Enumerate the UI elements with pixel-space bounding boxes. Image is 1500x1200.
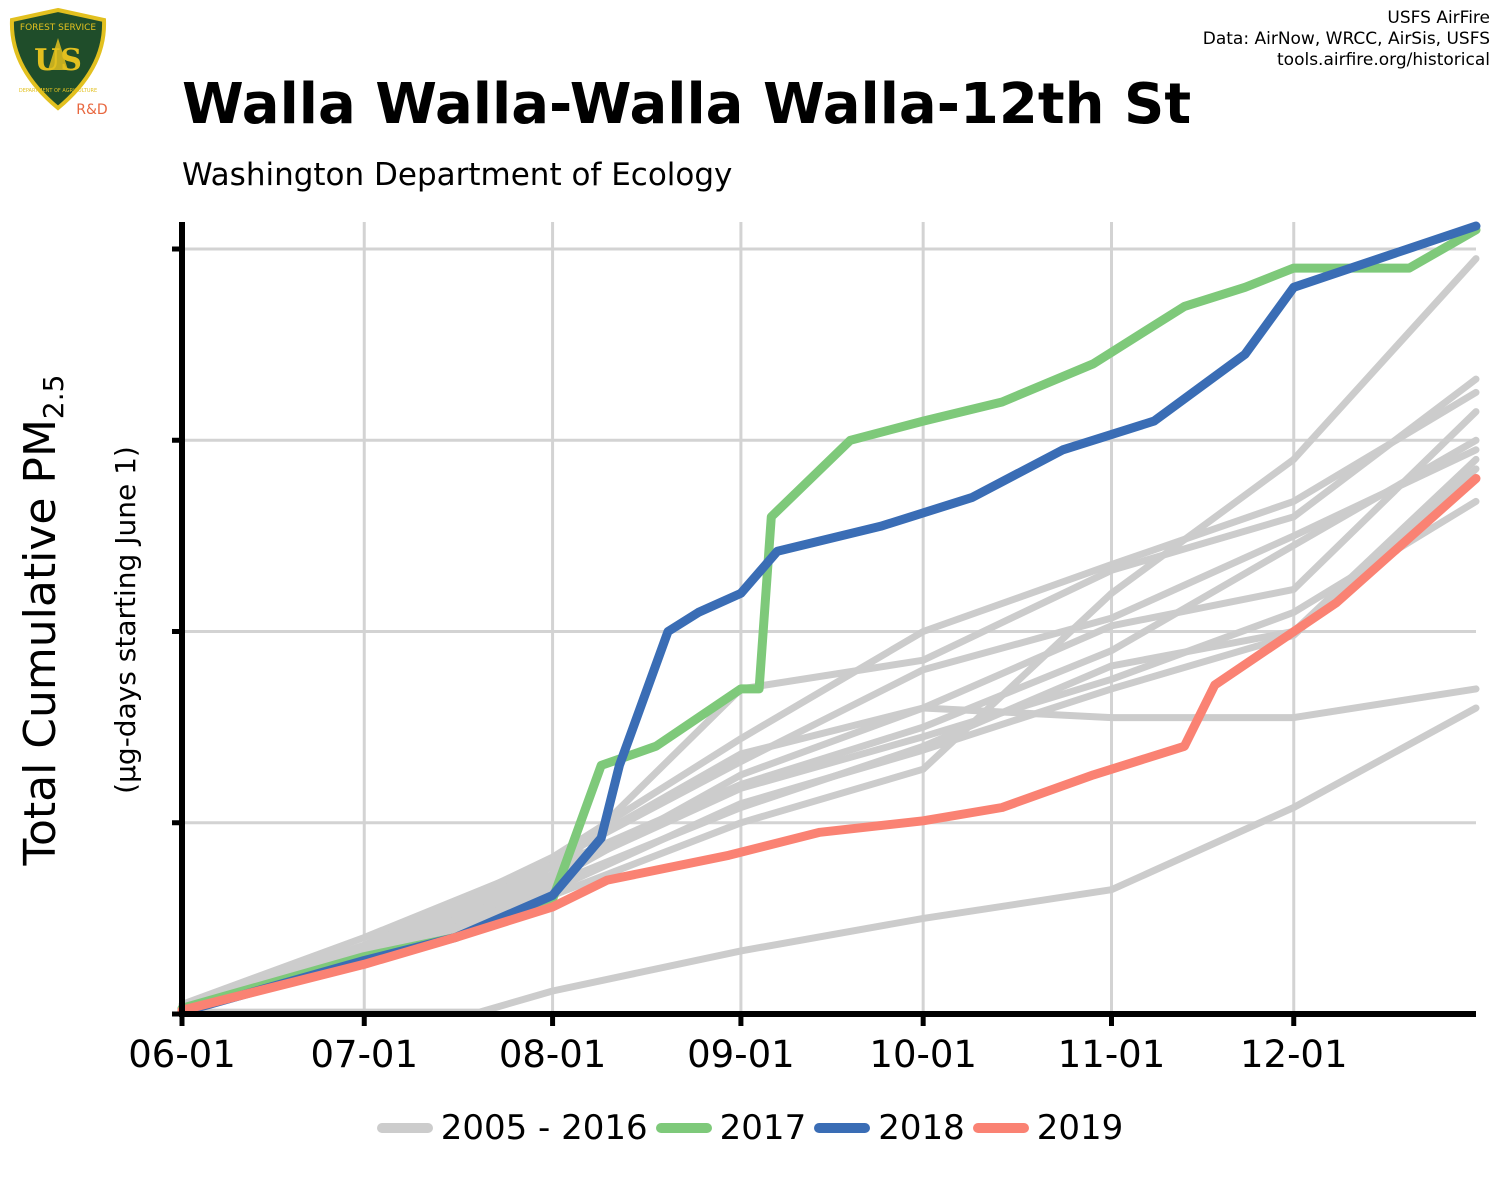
y-axis-label: Total Cumulative PM2.5	[15, 375, 70, 867]
credit-line: Data: AirNow, WRCC, AirSis, USFS	[1202, 29, 1490, 49]
usfs-shield-logo-icon: FOREST SERVICE US DEPARTMENT OF AGRICULT…	[9, 7, 108, 118]
credit-line: tools.airfire.org/historical	[1277, 50, 1490, 70]
x-tick-label: 06-01	[128, 1033, 236, 1076]
series-line-2019	[177, 474, 1481, 1015]
series-line-2005-2016	[178, 408, 1480, 1008]
chart-subtitle: Washington Department of Ecology	[182, 157, 733, 193]
series-line-2005-2016	[178, 436, 1480, 1012]
x-tick-label: 09-01	[687, 1033, 795, 1076]
legend-label: 2018	[878, 1108, 965, 1148]
logo-bottom-text: DEPARTMENT OF AGRICULTURE	[19, 88, 97, 94]
series-line-2005-2016	[178, 497, 1480, 1012]
legend-swatch	[655, 1123, 712, 1133]
legend-item: 2018	[814, 1108, 965, 1148]
legend-item: 2017	[655, 1108, 807, 1148]
legend-label: 2005 - 2016	[440, 1108, 648, 1148]
legend-swatch	[972, 1123, 1029, 1133]
x-tick-label: 08-01	[499, 1033, 607, 1076]
legend-swatch	[376, 1123, 433, 1133]
legend: 2005 - 2016 2017 2018 2019	[0, 1108, 1500, 1148]
usfs-logo: FOREST SERVICE US DEPARTMENT OF AGRICULT…	[8, 7, 108, 118]
y-axis-sublabel: (µg-days starting June 1)	[109, 446, 142, 794]
series-lines	[177, 221, 1481, 1017]
axis-labels: 06-01 07-01 08-01 09-01 10-01 11-01 12-01 Total…	[15, 375, 1348, 1076]
x-tick-label: 10-01	[869, 1033, 977, 1076]
x-tick-label: 11-01	[1058, 1033, 1166, 1076]
legend-item: 2019	[972, 1108, 1124, 1148]
series-line-2005-2016	[178, 388, 1480, 1014]
legend-label: 2017	[719, 1108, 807, 1148]
credits: USFS AirFire Data: AirNow, WRCC, AirSis,…	[1203, 8, 1490, 71]
series-line-2005-2016	[178, 446, 1480, 1010]
logo-rd-text: R&D	[76, 102, 107, 118]
series-line-2005-2016	[178, 375, 1480, 1012]
logo-top-text: FOREST SERVICE	[20, 23, 97, 33]
chart-title: Walla Walla-Walla Walla-12th St	[182, 72, 1192, 137]
tree-icon	[48, 38, 68, 70]
x-tick-label: 12-01	[1240, 1033, 1348, 1076]
legend-item: 2005 - 2016	[376, 1108, 648, 1148]
series-line-2005-2016	[178, 685, 1480, 1014]
x-tick-label: 07-01	[310, 1033, 418, 1076]
legend-label: 2019	[1036, 1108, 1124, 1148]
series-line-2018	[177, 221, 1481, 1017]
axes	[172, 222, 1476, 1026]
credit-line: USFS AirFire	[1387, 8, 1490, 28]
legend-swatch	[814, 1123, 871, 1133]
